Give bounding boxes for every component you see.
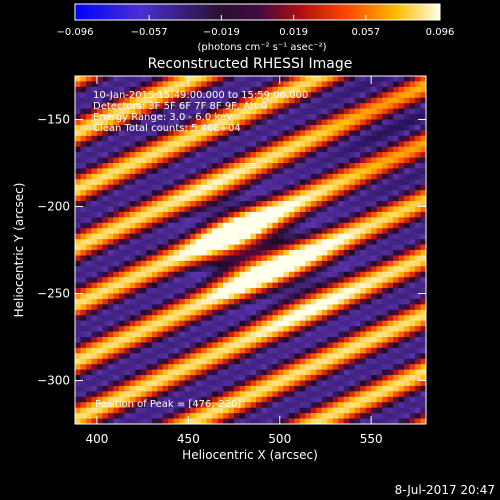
colorbar-tick-label: −0.019 [203,27,240,38]
x-tick-label: 450 [177,432,200,446]
plot-frame [74,75,427,425]
colorbar [74,3,441,21]
annotation-line: Detectors: 3F 5F 6F 7F 8F 9F, Att 0 [93,101,267,112]
axis-ticks: 400 450 500 550 −150 −200 −250 −300 [37,76,426,446]
colorbar-tick-label: 0.096 [426,27,455,38]
x-axis-label: Heliocentric X (arcsec) [182,448,318,462]
heatmap [75,76,426,424]
y-tick-label: −200 [37,200,70,214]
annotation-line: Energy Range: 3.0 - 6.0 keV [93,112,233,123]
y-tick-label: −150 [37,113,70,127]
annotation-line: Clean Total counts: 5.46E+04 [93,123,241,134]
x-tick-label: 400 [85,432,108,446]
annotation-line: 10-Jan-2015 15:49:00.000 to 15:59:00.000 [93,90,308,101]
x-tick-label: 550 [360,432,383,446]
annotations: 10-Jan-2015 15:49:00.000 to 15:59:00.000… [93,90,308,134]
colorbar-tick-label: 0.019 [279,27,308,38]
y-tick-label: −300 [37,374,70,388]
peak-position-label: Position of Peak = [476,-220] [95,399,241,410]
colorbar-tick-label: 0.057 [352,27,381,38]
y-axis-label: Heliocentric Y (arcsec) [12,183,26,318]
colorbar-unit-label: (photons cm⁻² s⁻¹ asec⁻²) [197,42,326,53]
colorbar-ticks: −0.096 −0.057 −0.019 0.019 0.057 0.096 [56,15,454,38]
y-tick-label: −250 [37,287,70,301]
footer-timestamp: 8-Jul-2017 20:47 [395,483,495,497]
x-tick-label: 500 [268,432,291,446]
colorbar-tick-label: −0.096 [56,27,93,38]
chart-title: Reconstructed RHESSI Image [148,56,353,72]
colorbar-tick-label: −0.057 [131,27,168,38]
